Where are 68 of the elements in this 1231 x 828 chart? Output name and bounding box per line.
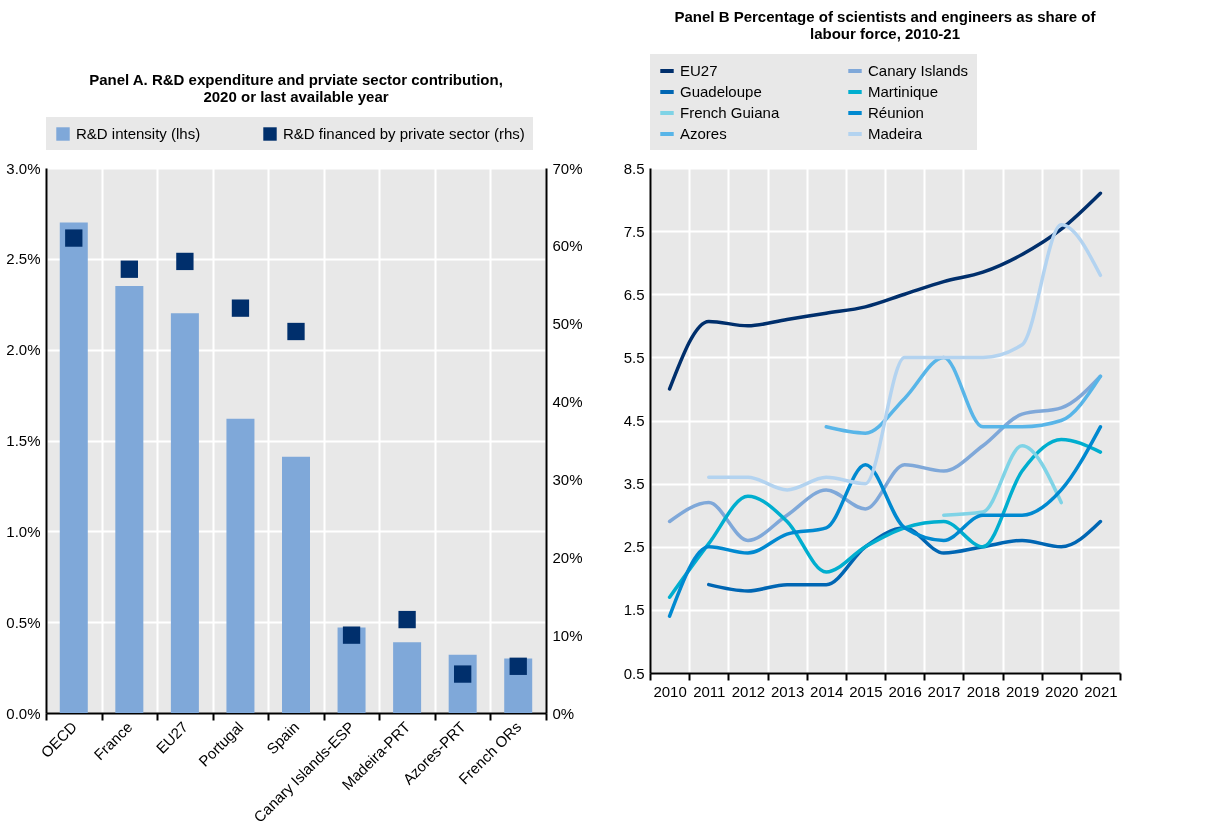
y-tick-label: 7.5 bbox=[623, 222, 645, 240]
x-tick-label: 2011 bbox=[693, 682, 726, 700]
legend-label: Martinique bbox=[868, 83, 939, 100]
x-tick-label: 2014 bbox=[810, 682, 844, 700]
x-tick-label: 2021 bbox=[1084, 682, 1118, 700]
legend-label: Azores bbox=[680, 125, 727, 142]
y-tick-label: 5.5 bbox=[623, 348, 645, 366]
legend-label: EU27 bbox=[680, 62, 718, 79]
chart-title: Panel A. R&D expenditure and prviate sector contribution, 2020 or last available year bbox=[89, 71, 503, 105]
x-tick-label: 2017 bbox=[927, 682, 961, 700]
x-tick-label: 2020 bbox=[1045, 682, 1079, 700]
chart-title: Panel B Percentage of scientists and engineers as share of labour force, 2010-21 bbox=[674, 8, 1097, 42]
legend-label: R&D financed by private sector (rhs) bbox=[283, 125, 525, 142]
y2-tick-label: 0% bbox=[552, 704, 575, 722]
y2-tick-label: 10% bbox=[552, 626, 583, 644]
legend-label: Canary Islands bbox=[868, 62, 969, 79]
bar bbox=[170, 313, 199, 713]
y-tick-label: 1.5 bbox=[623, 601, 645, 619]
line-series bbox=[942, 444, 1063, 517]
bar bbox=[59, 222, 88, 713]
y-tick-label: 2.0% bbox=[6, 341, 41, 359]
point bbox=[398, 610, 416, 629]
y-tick-label: 3.5 bbox=[623, 475, 645, 493]
line-series bbox=[707, 223, 1103, 492]
y2-tick-label: 40% bbox=[552, 393, 583, 411]
y2-tick-label: 70% bbox=[552, 159, 583, 177]
legend-label: Madeira bbox=[868, 125, 923, 142]
y2-tick-label: 50% bbox=[552, 315, 583, 333]
y-tick-label: 0.5% bbox=[6, 613, 41, 631]
line-series bbox=[667, 425, 1103, 618]
y-tick-label: 8.5 bbox=[623, 159, 645, 177]
point bbox=[287, 322, 305, 341]
y-tick-label: 2.5 bbox=[623, 538, 645, 556]
point bbox=[509, 657, 527, 675]
line-series bbox=[667, 374, 1103, 543]
bar bbox=[226, 418, 255, 713]
x-tick-label: 2010 bbox=[653, 682, 687, 700]
point bbox=[231, 299, 250, 317]
legend-label: Guadeloupe bbox=[680, 83, 762, 100]
line-series bbox=[667, 191, 1103, 391]
x-tick-label: 2013 bbox=[770, 682, 805, 700]
y-tick-label: 6.5 bbox=[623, 285, 645, 303]
bar bbox=[393, 642, 422, 713]
x-tick-label: 2012 bbox=[731, 682, 766, 700]
y-tick-label: 2.5% bbox=[6, 250, 41, 268]
x-tick-label: 2016 bbox=[888, 682, 922, 700]
bar bbox=[115, 286, 144, 713]
y-tick-label: 4.5 bbox=[623, 412, 645, 429]
x-tick-label: 2019 bbox=[1005, 682, 1040, 700]
bar bbox=[282, 456, 310, 713]
legend-label: French Guiana bbox=[680, 104, 780, 121]
y2-tick-label: 20% bbox=[552, 548, 583, 566]
point bbox=[120, 260, 138, 278]
legend-label: Réunion bbox=[868, 104, 924, 121]
point bbox=[342, 626, 361, 644]
x-tick-label: 2018 bbox=[966, 682, 1001, 700]
y-tick-label: 0.5 bbox=[623, 664, 645, 682]
x-tick-label: 2015 bbox=[849, 682, 883, 700]
point bbox=[65, 229, 83, 247]
point bbox=[454, 665, 472, 683]
legend-label: R&D intensity (lhs) bbox=[76, 125, 201, 142]
y-tick-label: 1.5% bbox=[6, 432, 41, 449]
y-tick-label: 1.0% bbox=[6, 522, 41, 540]
y2-tick-label: 30% bbox=[552, 470, 583, 488]
y-tick-label: 0.0% bbox=[6, 704, 41, 722]
y2-tick-label: 60% bbox=[552, 237, 583, 255]
y-tick-label: 3.0% bbox=[6, 159, 41, 177]
point bbox=[176, 252, 194, 271]
